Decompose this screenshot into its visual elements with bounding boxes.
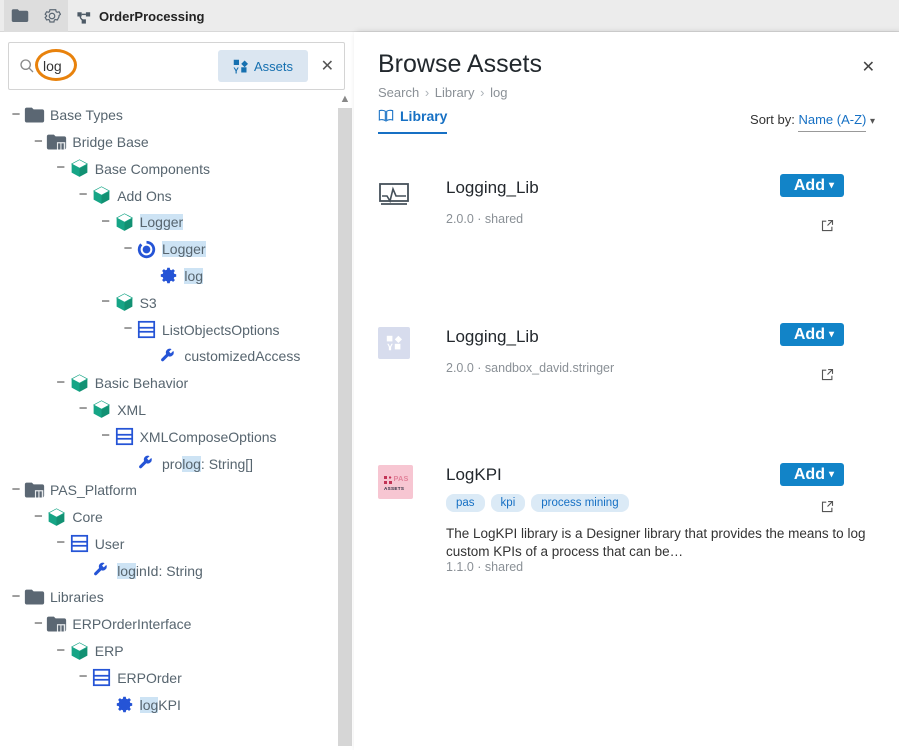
- svg-text:Y: Y: [233, 66, 239, 73]
